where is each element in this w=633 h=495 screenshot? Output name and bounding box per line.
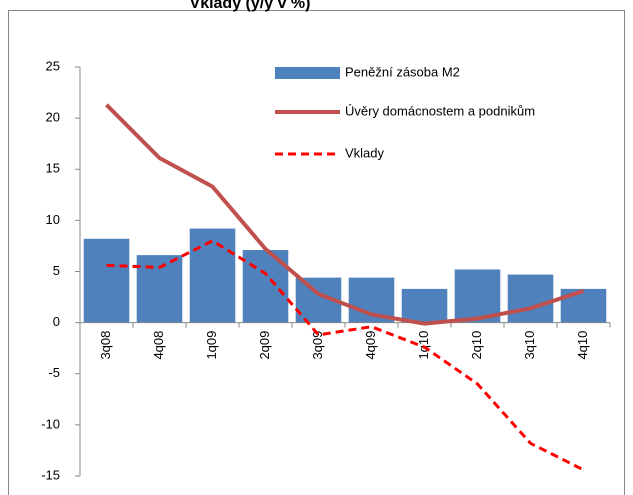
x-tick-label: 3q10 xyxy=(522,331,537,360)
y-tick-label: 5 xyxy=(53,263,60,278)
x-tick-label: 2q09 xyxy=(257,331,272,360)
line-series xyxy=(105,103,585,326)
x-tick-label: 3q09 xyxy=(310,331,325,360)
line-series xyxy=(106,239,585,472)
x-tick-label: 4q10 xyxy=(575,331,590,360)
y-tick-label: 15 xyxy=(46,161,60,176)
x-tick-label: 1q09 xyxy=(204,331,219,360)
bar xyxy=(507,274,554,323)
bar xyxy=(83,238,130,323)
legend-label: Úvěry domácnostem a podnikům xyxy=(345,103,535,118)
x-tick-label: 3q08 xyxy=(98,331,113,360)
legend-swatch xyxy=(275,67,340,79)
bar xyxy=(189,228,236,323)
y-tick-label: -5 xyxy=(48,365,60,380)
x-tick-label: 2q10 xyxy=(469,331,484,360)
x-tick-label: 4q09 xyxy=(363,331,378,360)
y-tick-label: 10 xyxy=(46,212,60,227)
y-tick-label: 0 xyxy=(53,314,60,329)
legend-label: Peněžní zásoba M2 xyxy=(345,64,460,79)
chart-frame xyxy=(8,10,625,495)
y-tick-label: 25 xyxy=(46,58,60,73)
bar xyxy=(560,288,607,323)
bar xyxy=(136,255,183,323)
legend-label: Vklady xyxy=(345,145,385,160)
x-tick-label: 1q10 xyxy=(416,331,431,360)
y-tick-label: 20 xyxy=(46,110,60,125)
y-tick-label: -10 xyxy=(41,416,60,431)
x-tick-label: 4q08 xyxy=(151,331,166,360)
y-tick-label: -15 xyxy=(41,467,60,482)
chart-title: Vklady (y/y v %) xyxy=(190,0,311,12)
bar xyxy=(401,288,448,323)
